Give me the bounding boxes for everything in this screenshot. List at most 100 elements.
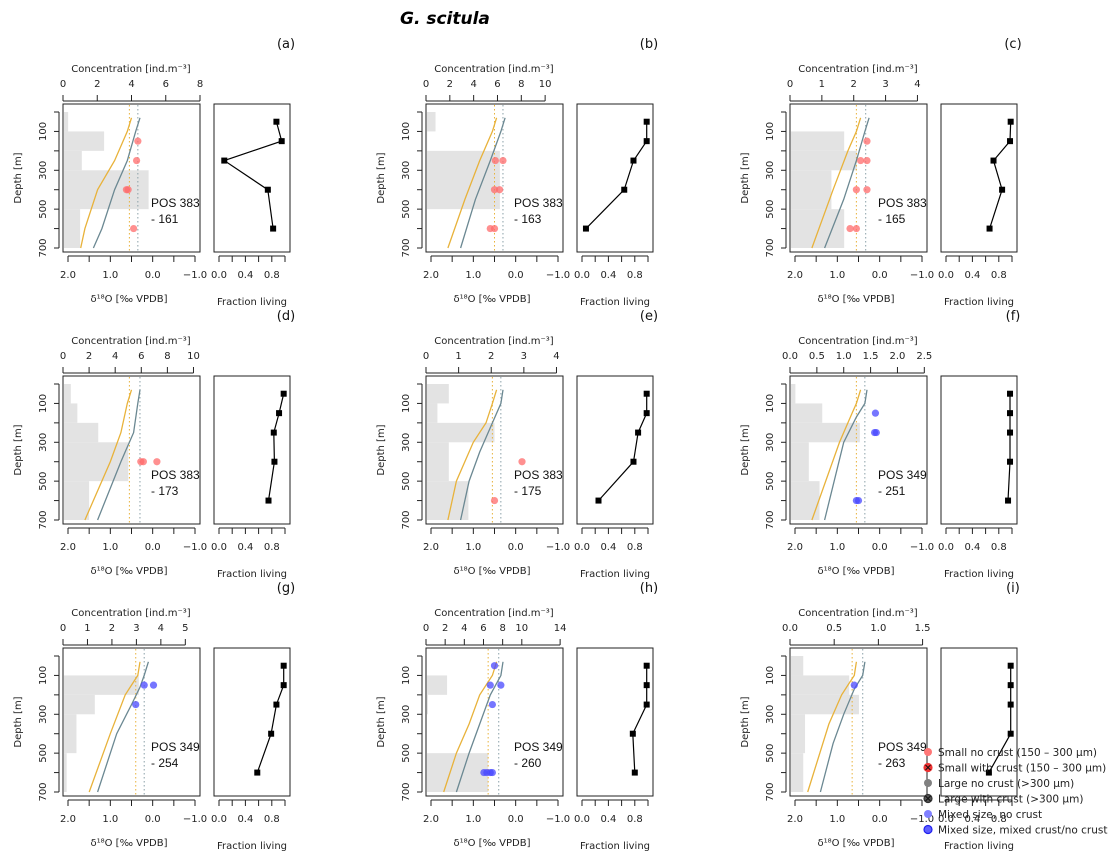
profile-line-gray — [823, 389, 868, 521]
depth-axis-title: Depth [m] — [376, 152, 387, 203]
depth-tick-label: 500 — [38, 200, 49, 219]
data-point — [850, 681, 858, 689]
fraction-axis-title: Fraction living — [580, 569, 650, 580]
cast-label: - 254 — [151, 756, 179, 770]
fraction-tick-label: 0.8 — [627, 542, 643, 553]
depth-axis-title: Depth [m] — [376, 424, 387, 475]
depth-tick-label: 700 — [765, 510, 776, 529]
depth-tick-label: 500 — [401, 472, 412, 491]
fraction-tick-label: 0.8 — [264, 542, 280, 553]
fraction-point — [276, 410, 283, 417]
data-point — [518, 458, 526, 466]
d18o-tick-label: 2.0 — [60, 270, 76, 281]
panel-f: (f) POS 349 - 251 0.0 0.5 1.0 1.5 2.0 2.5 Concent… — [740, 309, 1020, 580]
panels-group: (a) POS 383 - 161 0 2 4 6 8 Concentration [ind.m… — [13, 37, 1022, 852]
top-tick-label: 1 — [455, 351, 461, 362]
depth-tick-label: 300 — [401, 705, 412, 724]
panel-label: (i) — [1006, 581, 1020, 596]
fraction-frame — [940, 375, 1018, 525]
top-tick-label: 8 — [197, 79, 203, 90]
depth-tick-label: 100 — [401, 666, 412, 685]
fraction-point — [280, 390, 287, 397]
d18o-tick-label: 0.0 — [872, 542, 888, 553]
concentration-bar — [791, 403, 823, 423]
depth-tick-label: 300 — [765, 433, 776, 452]
fraction-point — [1007, 118, 1014, 125]
depth-tick-label: 300 — [38, 433, 49, 452]
top-tick-label: 2 — [86, 351, 92, 362]
concentration-bar — [64, 403, 78, 423]
station-label: POS 349 — [878, 740, 927, 754]
legend-cross-icon — [925, 764, 931, 771]
d18o-tick-label: 1.0 — [465, 542, 481, 553]
top-tick-label: 8 — [164, 351, 170, 362]
profile-line-orange — [447, 117, 498, 249]
fraction-line — [598, 393, 648, 502]
concentration-bar — [64, 481, 90, 520]
fraction-point — [643, 682, 650, 689]
panel-label: (e) — [640, 309, 658, 324]
top-tick-label: 1.0 — [836, 351, 852, 362]
legend-label: Large no crust (>300 µm) — [938, 778, 1074, 790]
data-point — [499, 156, 507, 165]
fraction-axis-title: Fraction living — [580, 297, 650, 308]
fraction-point — [271, 458, 278, 465]
depth-tick-label: 700 — [38, 510, 49, 529]
concentration-bar — [64, 422, 99, 443]
d18o-tick-label: 0.0 — [145, 270, 161, 281]
data-point — [863, 186, 871, 194]
data-point — [153, 458, 161, 466]
top-axis-title: Concentration [ind.m⁻³] — [798, 64, 917, 75]
fraction-axis-title: Fraction living — [217, 297, 287, 308]
fraction-point — [1007, 390, 1014, 397]
fraction-axis-title: Fraction living — [217, 569, 287, 580]
depth-tick-label: 500 — [38, 744, 49, 763]
profile-line-gray — [823, 117, 870, 249]
concentration-bar — [64, 442, 129, 482]
top-tick-label: 1 — [819, 79, 825, 90]
fraction-tick-label: 0.0 — [938, 542, 954, 553]
d18o-tick-label: 1.0 — [102, 270, 118, 281]
depth-axis-title: Depth [m] — [376, 696, 387, 747]
profile-line-gray — [459, 117, 506, 249]
fraction-line — [267, 393, 285, 501]
d18o-tick-label: 0.0 — [508, 814, 524, 825]
concentration-bar — [791, 694, 859, 715]
depth-axis-title: Depth [m] — [13, 696, 24, 747]
d18o-tick-label: 2.0 — [60, 542, 76, 553]
concentration-bar — [791, 753, 804, 792]
d18o-tick-label: 2.0 — [423, 814, 439, 825]
top-tick-label: 2 — [447, 79, 453, 90]
depth-tick-label: 300 — [38, 705, 49, 724]
d18o-tick-label: 2.0 — [423, 270, 439, 281]
cast-label: - 263 — [878, 756, 906, 770]
top-tick-label: 1.5 — [863, 351, 879, 362]
concentration-bar — [64, 675, 139, 695]
d18o-tick-label: −1.0 — [183, 814, 207, 825]
fraction-frame — [576, 647, 654, 797]
concentration-bar — [791, 209, 845, 248]
plot-frame — [62, 375, 201, 525]
fraction-point — [1007, 410, 1014, 417]
fraction-point — [270, 225, 277, 232]
concentration-bar — [64, 209, 81, 248]
profile-line-orange — [84, 389, 133, 521]
fraction-point — [1005, 497, 1012, 504]
profile-line-orange — [811, 389, 862, 521]
profile-line-orange — [443, 661, 498, 793]
fraction-point — [621, 186, 628, 193]
fraction-point — [1007, 138, 1014, 145]
fraction-tick-label: 0.8 — [991, 814, 1007, 825]
fraction-line — [222, 121, 283, 229]
top-tick-label: 2 — [851, 79, 857, 90]
fraction-line — [585, 121, 648, 230]
top-tick-label: 8 — [518, 79, 524, 90]
fraction-axis-title: Fraction living — [217, 841, 287, 852]
top-tick-label: 4 — [128, 79, 134, 90]
top-axis-title: Concentration [ind.m⁻³] — [71, 64, 190, 75]
top-tick-label: 0 — [423, 79, 429, 90]
legend-marker-icon — [923, 824, 933, 835]
data-point — [140, 681, 148, 689]
